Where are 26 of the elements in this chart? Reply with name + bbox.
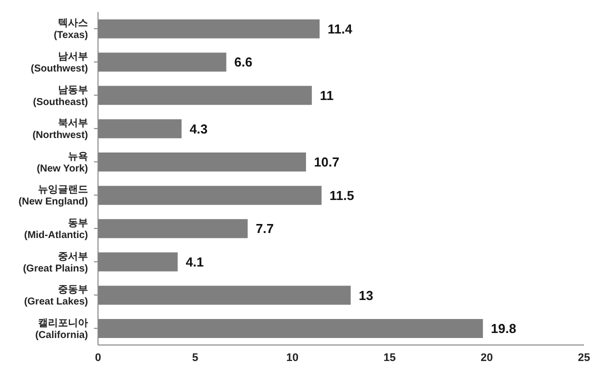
data-label: 7.7 [256, 221, 274, 236]
y-tick-label: 중서부 (Great Plains) [22, 251, 88, 274]
data-label: 19.8 [490, 321, 516, 336]
x-tick-label: 0 [94, 352, 102, 364]
data-label: 4.3 [190, 121, 208, 136]
data-label: 6.6 [234, 54, 252, 70]
x-tick-label: 15 [383, 352, 396, 364]
data-label: 10.7 [314, 154, 340, 170]
x-tick-label: 25 [578, 352, 590, 364]
x-tick-label: 5 [192, 352, 198, 364]
y-tick-label: 남동부 (Southeast) [33, 84, 88, 108]
data-label: 4.1 [186, 254, 204, 270]
y-tick-label: 텍사스 (Texas) [54, 18, 88, 42]
y-tick-label: 뉴잉글랜드 (New England) [18, 184, 88, 208]
data-label: 11.5 [330, 188, 354, 203]
data-label: 13 [358, 288, 374, 303]
y-tick-label: 북서부 (Northwest) [32, 118, 88, 142]
y-tick-label: 동부 (Mid-Atlantic) [24, 218, 88, 241]
x-tick-label: 10 [286, 352, 299, 364]
x-tick-label: 20 [480, 352, 493, 364]
y-tick-label: 캘리포니아 (California) [35, 318, 88, 341]
y-tick-label: 중동부 (Great Lakes) [24, 284, 88, 308]
data-label: 11 [320, 88, 334, 104]
y-tick-label: 남서부 (Southwest) [30, 51, 88, 74]
data-label: 11.4 [328, 21, 353, 36]
y-tick-label: 뉴욕 (New York) [36, 151, 88, 174]
